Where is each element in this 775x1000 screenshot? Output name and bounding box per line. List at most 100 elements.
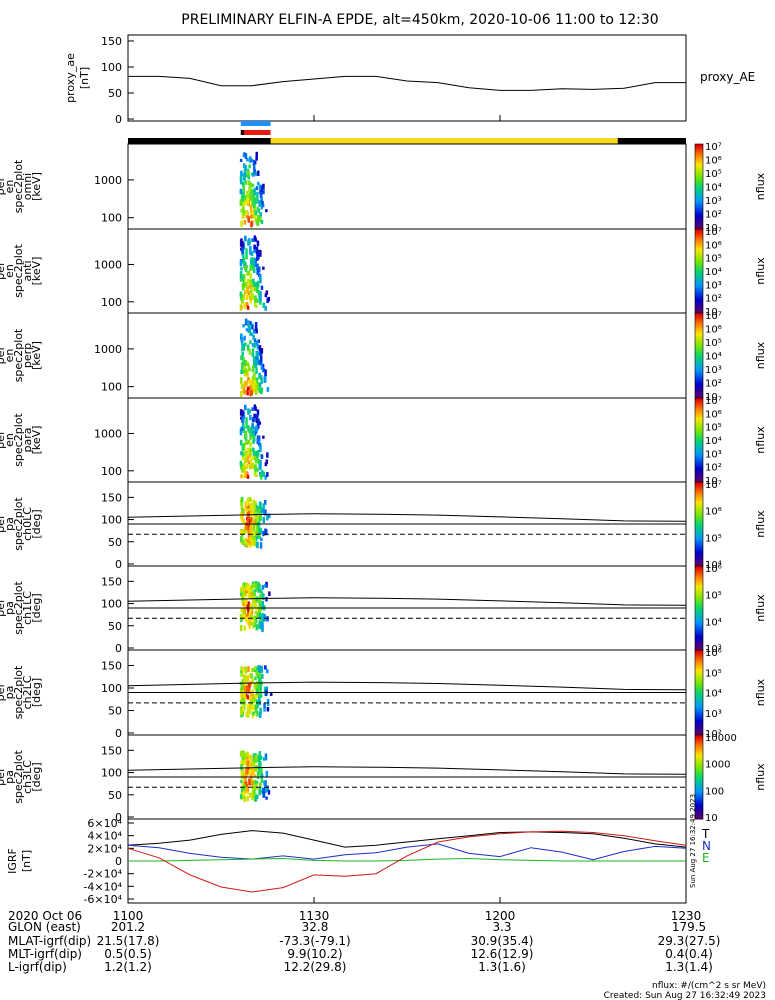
anti-pixel-92 — [243, 290, 247, 295]
anti-colorbar-slice-6 — [695, 241, 703, 245]
ch2LC-pixel-113 — [250, 673, 253, 679]
ch2LC-colorbar-slice-16 — [695, 684, 703, 687]
ch3LC-pixel-141 — [246, 751, 249, 757]
anti-pixel-106 — [257, 272, 261, 278]
para-pixel-106 — [241, 468, 244, 473]
ch3LC-pixel-140 — [252, 793, 255, 798]
ch0LC-pixel-52 — [249, 517, 253, 523]
anti-colorbar-slice-21 — [695, 273, 703, 276]
ch3LC-pixel-138 — [249, 793, 252, 797]
ch2LC-pixel-134 — [256, 669, 259, 676]
omni-pixel-86 — [258, 200, 261, 207]
anti-pixel-22 — [259, 299, 262, 305]
para-pixel-31 — [246, 439, 249, 445]
ch2LC-pixel-95 — [253, 682, 257, 689]
ch3LC-colorbar-slice-34 — [695, 806, 703, 809]
anti-pixel-115 — [259, 294, 262, 300]
omni-colorbar-tick-4: 10⁵ — [705, 169, 722, 180]
perp-colorbar-slice-18 — [695, 351, 703, 354]
omni-colorbar-slice-30 — [695, 207, 703, 211]
ch1LC-ylabel-5: [deg] — [30, 593, 43, 622]
ch0LC-pixel-159 — [264, 528, 267, 534]
para-pixel-103 — [252, 426, 256, 430]
ch2LC-colorbar-slice-36 — [695, 726, 703, 730]
ch0LC-colorbar-slice-21 — [695, 526, 703, 529]
para-pixel-145 — [240, 451, 243, 456]
ch0LC-pixel-125 — [244, 502, 248, 509]
ch1LC-pixel-151 — [241, 584, 245, 592]
ch1LC-pixel-154 — [253, 623, 257, 627]
ch0LC-pixel-154 — [256, 527, 259, 533]
science-zone-bars — [128, 121, 686, 144]
perp-colorbar-tick-2: 10³ — [705, 365, 722, 376]
omni-colorbar-slice-37 — [695, 222, 703, 226]
ch3LC-pixel-92 — [244, 785, 248, 790]
para-pixel-154 — [254, 457, 258, 464]
anti-pixel-159 — [245, 248, 248, 254]
para-pixel-98 — [250, 426, 254, 433]
ch0LC-anti-loss-cone-line — [127, 513, 687, 522]
ch1LC-colorbar-slice-10 — [695, 587, 703, 590]
ch2LC-pixel-119 — [254, 676, 257, 681]
perp-pixel-20 — [249, 331, 252, 336]
omni-colorbar-slice-4 — [695, 152, 703, 156]
ch1LC-pixel-146 — [249, 614, 253, 618]
ch3LC-pixel-65 — [252, 760, 255, 767]
ch0LC-pixel-110 — [244, 537, 247, 545]
ch1LC-pixel-30 — [260, 591, 264, 597]
omni-colorbar-slice-35 — [695, 218, 703, 221]
para-colorbar-slice-35 — [695, 471, 703, 475]
ch2LC-pixel-109 — [240, 687, 243, 691]
anti-ylabel-2: en — [3, 264, 16, 278]
ch0LC-pixel-38 — [256, 541, 259, 549]
anti-colorbar-slice-14 — [695, 258, 703, 261]
ch0LC-colorbar-slice-25 — [695, 534, 703, 538]
para-pixel-155 — [248, 428, 251, 434]
anti-pixel-23 — [249, 249, 252, 256]
omni-pixel-85 — [259, 216, 262, 223]
para-pixel-72 — [249, 450, 252, 455]
para-pixel-14 — [245, 422, 248, 429]
para-pixel-87 — [257, 459, 261, 465]
ch2LC-pixel-86 — [240, 706, 243, 711]
science-zone-bar — [270, 138, 618, 144]
perp-pixel-124 — [253, 372, 256, 379]
anti-colorbar-tick-2: 10³ — [705, 280, 722, 291]
ch0LC-colorbar-slice-12 — [695, 507, 703, 510]
ch0LC-colorbar-slice-10 — [695, 503, 703, 506]
perp-colorbar-tick-3: 10⁴ — [705, 352, 722, 363]
ch2LC-colorbar-slice-13 — [695, 677, 703, 681]
ch2LC-colorbar-slice-22 — [695, 696, 703, 700]
ch1LC-pixel-87 — [239, 587, 243, 592]
ch3LC-pixel-148 — [245, 767, 248, 774]
ch1LC-pixel-90 — [239, 613, 243, 620]
ch0LC-pixel-138 — [246, 538, 249, 542]
para-pixel-132 — [256, 438, 260, 444]
ch3LC-pixel-41 — [258, 751, 262, 758]
igrf-series-1 — [127, 843, 687, 861]
omni-colorbar-slice-36 — [695, 220, 703, 224]
ch0LC-colorbar-slice-27 — [695, 538, 703, 542]
ch3LC-pixel-105 — [264, 782, 267, 787]
para-colorbar-tick-3: 10⁴ — [705, 436, 722, 447]
perp-pixel-66 — [266, 387, 270, 392]
para-pixel-109 — [250, 430, 254, 434]
ch0LC-pixel-145 — [249, 526, 252, 534]
ch0LC-colorbar-slice-0 — [695, 482, 703, 485]
proxy-ae-ytick-1: 50 — [108, 87, 122, 100]
ch1LC-pixel-72 — [244, 582, 247, 587]
omni-pixel-141 — [256, 214, 260, 222]
perp-pixel-149 — [252, 365, 255, 373]
ch2LC-colorbar-slice-23 — [695, 698, 703, 702]
ch1LC-pixel-118 — [247, 583, 250, 589]
ch3LC-colorbar-slice-32 — [695, 802, 703, 805]
ch2LC-pixel-0 — [256, 704, 259, 709]
mlat-1200: 30.9(35.4) — [471, 934, 534, 948]
perp-pixel-76 — [243, 366, 246, 371]
omni-pixel-31 — [243, 219, 247, 225]
proxy-ae-ylabel-0: proxy_ae — [64, 53, 77, 103]
omni-colorbar-slice-10 — [695, 165, 703, 168]
perp-pixel-129 — [247, 320, 250, 327]
ch0LC-pixel-105 — [242, 528, 245, 535]
ch3LC-pixel-142 — [260, 779, 264, 783]
